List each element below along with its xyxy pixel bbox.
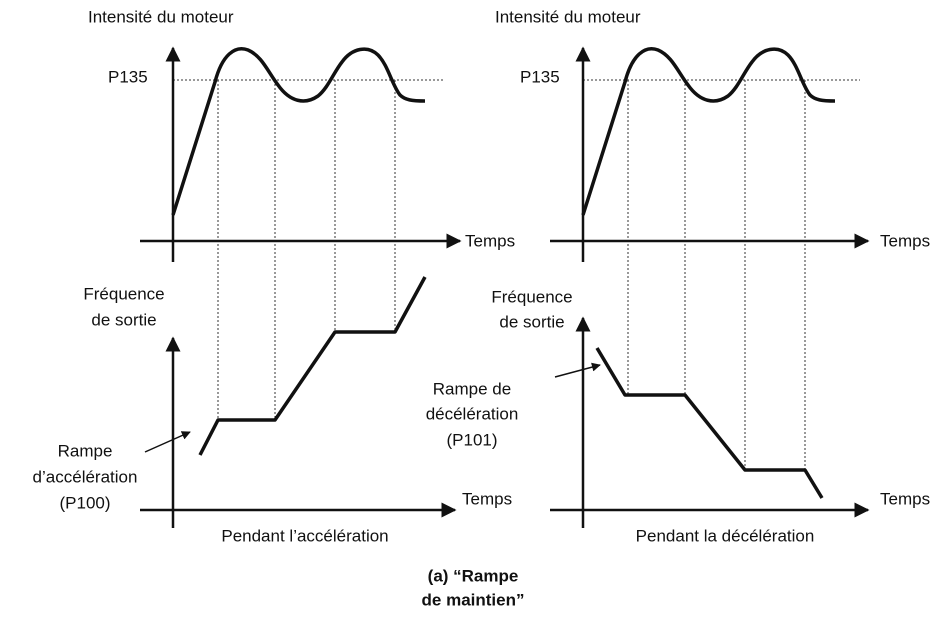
label: Temps: [462, 489, 512, 508]
frequency-curve: [595, 347, 824, 499]
pointer: [554, 362, 601, 378]
guides: [173, 79, 445, 420]
current-curve: [581, 47, 836, 216]
label: Intensité du moteur: [495, 7, 641, 26]
label: de sortie: [499, 312, 564, 331]
label: Fréquence: [491, 287, 572, 306]
caption: Pendant l’accélération: [221, 526, 388, 545]
figure-caption: de maintien”: [422, 590, 525, 609]
label: de sortie: [91, 310, 156, 329]
frequency-curve: [198, 276, 427, 456]
figure-caption: (a) “Rampe: [428, 566, 519, 585]
label: d’accélération: [33, 467, 138, 486]
label: Rampe: [58, 441, 113, 460]
label: (P100): [59, 493, 110, 512]
label: Rampe de: [433, 379, 511, 398]
label: Intensité du moteur: [88, 7, 234, 26]
label: Temps: [880, 231, 930, 250]
panel-right: Intensité du moteur P135 Temps Fréquence…: [426, 7, 930, 545]
label: décélération: [426, 404, 519, 423]
label: P135: [520, 67, 560, 86]
guides: [583, 79, 860, 470]
label: Fréquence: [83, 284, 164, 303]
caption: Pendant la décélération: [636, 526, 815, 545]
current-curve: [171, 47, 426, 216]
label: (P101): [446, 430, 497, 449]
label: Temps: [465, 231, 515, 250]
panel-left: Intensité du moteur P135 Temps Fréquence…: [33, 7, 516, 545]
label: P135: [108, 67, 148, 86]
label: Temps: [880, 489, 930, 508]
pointer: [144, 431, 191, 453]
